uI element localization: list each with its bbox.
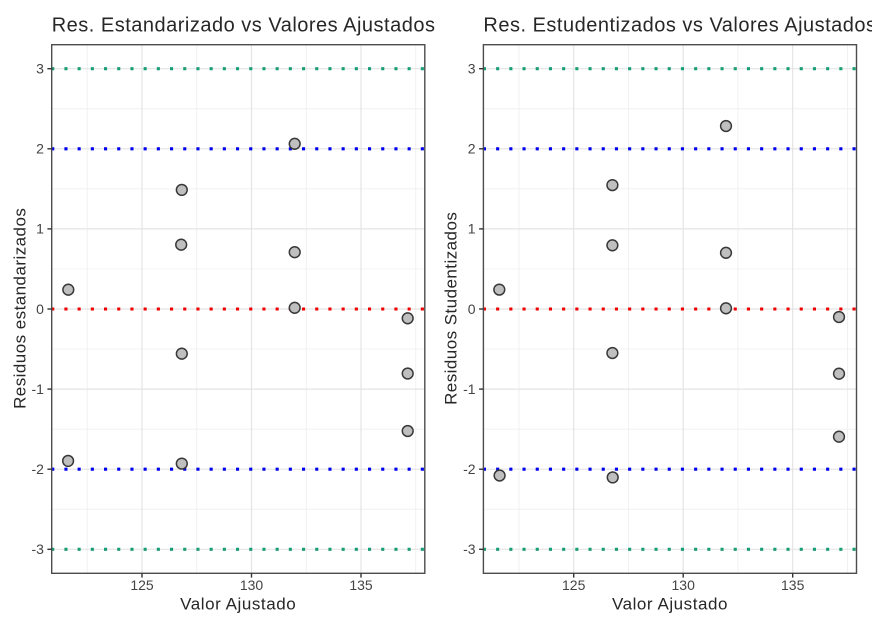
svg-text:2: 2: [468, 141, 476, 157]
svg-text:2: 2: [36, 141, 44, 157]
svg-text:125: 125: [130, 577, 154, 593]
svg-text:-2: -2: [463, 461, 476, 477]
svg-text:130: 130: [240, 577, 264, 593]
svg-text:Residuos estandarizados: Residuos estandarizados: [11, 208, 30, 409]
svg-text:Residuos Studentizados: Residuos Studentizados: [442, 212, 461, 405]
svg-text:1: 1: [468, 221, 476, 237]
svg-text:Res. Estudentizados vs Valores: Res. Estudentizados vs Valores Ajustados: [483, 15, 872, 37]
svg-text:1: 1: [36, 221, 44, 237]
svg-text:0: 0: [36, 301, 44, 317]
svg-text:-3: -3: [31, 541, 44, 557]
svg-text:135: 135: [349, 577, 373, 593]
svg-text:135: 135: [781, 577, 805, 593]
svg-text:3: 3: [468, 61, 476, 77]
svg-text:-2: -2: [31, 461, 44, 477]
svg-text:125: 125: [562, 577, 586, 593]
svg-text:-1: -1: [463, 381, 476, 397]
svg-text:3: 3: [36, 61, 44, 77]
svg-text:Valor Ajustado: Valor Ajustado: [612, 595, 728, 614]
svg-text:-1: -1: [31, 381, 44, 397]
svg-text:Valor Ajustado: Valor Ajustado: [180, 595, 296, 614]
svg-text:Res. Estandarizado vs Valores: Res. Estandarizado vs Valores Ajustados: [52, 15, 436, 37]
svg-text:0: 0: [468, 301, 476, 317]
svg-text:-3: -3: [463, 541, 476, 557]
svg-text:130: 130: [672, 577, 696, 593]
